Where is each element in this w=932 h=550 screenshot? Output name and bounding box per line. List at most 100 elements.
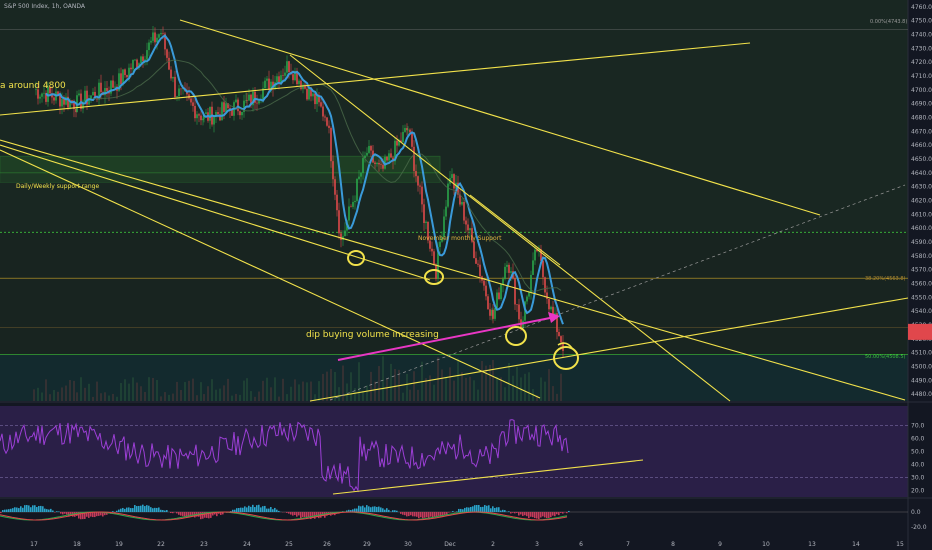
macd-bar	[348, 509, 350, 512]
volume-bar	[402, 392, 404, 401]
candle	[502, 278, 504, 285]
candle	[550, 306, 552, 310]
volume-bar	[366, 385, 368, 401]
candle	[536, 249, 538, 252]
macd-bar	[10, 508, 12, 512]
macd-bar	[152, 508, 154, 512]
rsi-tick-label: 30.0	[911, 475, 925, 482]
candle	[376, 162, 378, 165]
volume-bar	[477, 389, 479, 401]
macd-bar	[496, 507, 498, 512]
volume-bar	[172, 393, 174, 401]
time-tick-label: 2	[491, 541, 495, 548]
macd-bar	[494, 507, 496, 512]
macd-bar	[434, 512, 436, 517]
macd-bar	[208, 512, 210, 519]
candle	[516, 304, 518, 306]
volume-bar	[302, 381, 304, 401]
trend-line	[0, 144, 431, 281]
macd-bar	[232, 509, 234, 512]
macd-bar	[80, 512, 82, 520]
volume-bar	[160, 396, 162, 401]
time-tick-label: 6	[579, 541, 583, 548]
candle	[136, 59, 138, 68]
macd-tick-label: -20.0	[911, 524, 927, 531]
macd-bar	[376, 506, 378, 512]
candle	[178, 88, 180, 97]
macd-bar	[244, 506, 246, 512]
macd-bar	[270, 507, 272, 512]
candle	[205, 112, 207, 114]
time-tick-label: 3	[535, 541, 539, 548]
candle	[114, 86, 116, 88]
volume-bar	[73, 380, 75, 401]
macd-bar	[220, 512, 222, 515]
trend-line	[469, 194, 561, 266]
macd-bar	[566, 512, 568, 514]
volume-bar	[116, 396, 118, 401]
candle	[49, 87, 51, 94]
macd-bar	[466, 507, 468, 512]
macd-bar	[240, 507, 242, 512]
macd-bar	[500, 510, 502, 512]
fib-50-label: 50.00%(4508.5)	[865, 354, 906, 360]
candle	[296, 70, 298, 85]
time-tick-label: 13	[808, 541, 816, 548]
macd-bar	[412, 512, 414, 517]
macd-bar	[222, 512, 224, 515]
macd-bar	[468, 507, 470, 512]
volume-bar	[176, 381, 178, 401]
volume-bar	[465, 377, 467, 401]
candle	[338, 210, 340, 234]
macd-bar	[404, 512, 406, 516]
chart-title: S&P 500 Index, 1h, OANDA	[4, 3, 86, 10]
price-tick-label: 4730.0	[911, 45, 932, 52]
candle	[356, 178, 358, 201]
macd-bar	[486, 505, 488, 512]
candle	[144, 59, 146, 62]
candle	[461, 202, 463, 205]
volume-bar	[200, 382, 202, 401]
price-tick-label: 4610.0	[911, 211, 932, 218]
macd-bar	[160, 509, 162, 512]
macd-bar	[488, 505, 490, 512]
macd-bar	[96, 512, 98, 517]
candle	[453, 174, 455, 189]
mid-zone	[0, 232, 908, 355]
candle	[162, 32, 164, 34]
macd-bar	[400, 512, 402, 514]
time-tick-label: 23	[200, 541, 208, 548]
candle	[132, 59, 134, 70]
macd-bar	[536, 512, 538, 519]
volume-bar	[469, 376, 471, 401]
volume-bar	[326, 371, 328, 401]
macd-bar	[524, 512, 526, 516]
macd-bar	[516, 512, 518, 513]
volume-bar	[104, 392, 106, 401]
macd-bar	[402, 512, 404, 515]
candle	[322, 106, 324, 117]
candle	[429, 240, 431, 249]
candle	[292, 74, 294, 81]
macd-bar	[106, 512, 108, 515]
macd-bar	[156, 507, 158, 512]
candle	[168, 57, 170, 70]
macd-bar	[534, 512, 536, 519]
price-tick-label: 4750.0	[911, 18, 932, 25]
rsi-tick-label: 50.0	[911, 449, 925, 456]
macd-bar	[190, 512, 192, 517]
candle	[298, 80, 300, 85]
macd-bar	[138, 505, 140, 512]
macd-bar	[214, 512, 216, 515]
candle	[43, 92, 45, 94]
macd-bar	[120, 508, 122, 512]
candle	[231, 109, 233, 116]
candle	[439, 241, 441, 247]
macd-bar	[410, 512, 412, 516]
volume-bar	[274, 377, 276, 401]
macd-bar	[52, 510, 54, 512]
macd-bar	[358, 505, 360, 512]
volume-bar	[270, 387, 272, 401]
volume-bar	[148, 377, 150, 401]
